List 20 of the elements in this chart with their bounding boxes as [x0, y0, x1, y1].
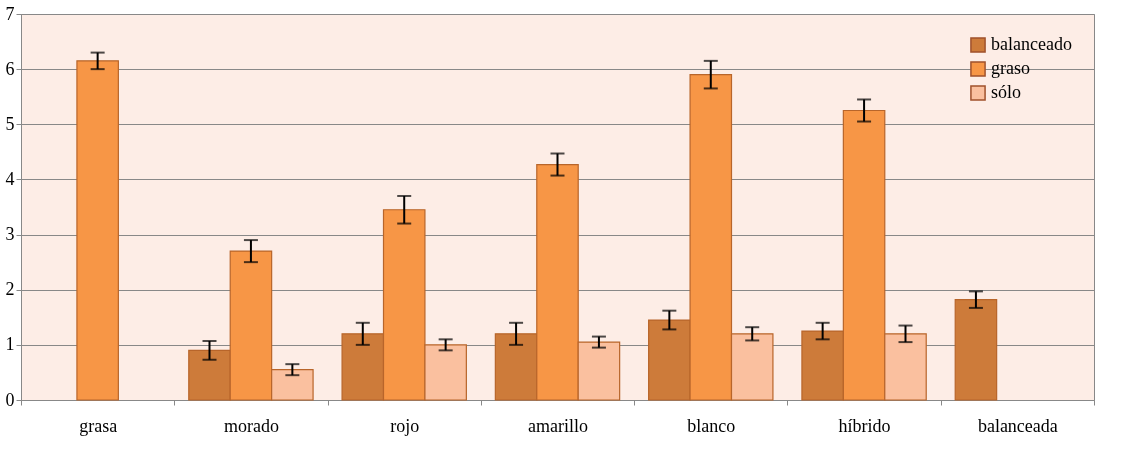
x-tick-label: grasa: [79, 415, 118, 436]
y-tick-label: 6: [5, 58, 15, 79]
y-tick-label: 2: [5, 279, 15, 300]
y-tick-label: 4: [5, 168, 15, 189]
x-tick-label: blanco: [687, 415, 736, 436]
x-tick-label: balanceada: [977, 415, 1058, 436]
y-tick-label: 0: [5, 389, 15, 410]
y-tick-label: 5: [5, 113, 15, 134]
x-tick-label: rojo: [390, 415, 420, 436]
y-tick-label: 1: [5, 334, 15, 355]
x-tick-label: híbrido: [838, 415, 891, 436]
legend-label: balanceado: [991, 34, 1072, 54]
y-tick-label: 7: [5, 3, 15, 24]
legend-label: sólo: [991, 82, 1022, 102]
legend-label: graso: [991, 58, 1030, 78]
y-tick-label: 3: [5, 224, 15, 245]
x-tick-label: amarillo: [528, 415, 588, 436]
bar: [954, 299, 998, 401]
x-tick-label: morado: [223, 415, 279, 436]
bar: [76, 60, 119, 401]
